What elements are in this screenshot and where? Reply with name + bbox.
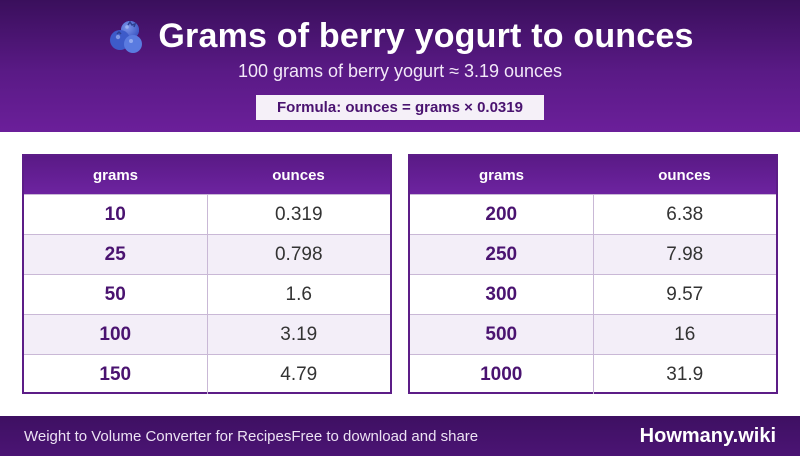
- blueberry-icon: [110, 20, 143, 53]
- table-row: 150 4.79: [24, 354, 390, 394]
- header-grams: grams: [92, 166, 139, 184]
- table-row: 250 7.98: [410, 234, 776, 274]
- grams-cell: 1000: [410, 355, 594, 394]
- ounces-cell: 6.38: [666, 203, 704, 225]
- page-title: Grams of berry yogurt to ounces: [158, 16, 694, 55]
- grams-cell: 10: [24, 195, 208, 234]
- formula-box: Formula: ounces = grams × 0.0319: [256, 95, 544, 120]
- table-row: 25 0.798: [24, 234, 390, 274]
- table-header: grams ounces: [24, 156, 390, 194]
- ounces-cell: 31.9: [666, 363, 704, 385]
- ounces-cell: 3.19: [280, 323, 318, 345]
- grams-cell: 150: [24, 355, 208, 394]
- footer-tagline: Weight to Volume Converter for RecipesFr…: [24, 427, 479, 445]
- ounces-cell: 0.798: [274, 243, 323, 265]
- ounces-cell: 9.57: [666, 283, 704, 305]
- grams-cell: 200: [410, 195, 594, 234]
- footer: Weight to Volume Converter for RecipesFr…: [0, 416, 800, 456]
- table-row: 10 0.319: [24, 194, 390, 234]
- grams-cell: 250: [410, 235, 594, 274]
- header-ounces: ounces: [272, 166, 325, 184]
- table-row: 50 1.6: [24, 274, 390, 314]
- conversion-table-left: grams ounces 10 0.319 25 0.798 50 1.6 10…: [22, 154, 392, 394]
- brand-link[interactable]: Howmany.wiki: [639, 424, 776, 447]
- table-row: 1000 31.9: [410, 354, 776, 394]
- ounces-cell: 1.6: [285, 283, 312, 305]
- table-row: 200 6.38: [410, 194, 776, 234]
- header-ounces: ounces: [658, 166, 711, 184]
- ounces-cell: 0.319: [274, 203, 323, 225]
- table-row: 300 9.57: [410, 274, 776, 314]
- conversion-table-right: grams ounces 200 6.38 250 7.98 300 9.57 …: [408, 154, 778, 394]
- subtitle: 100 grams of berry yogurt ≈ 3.19 ounces: [237, 61, 563, 81]
- grams-cell: 300: [410, 275, 594, 314]
- table-header: grams ounces: [410, 156, 776, 194]
- table-row: 500 16: [410, 314, 776, 354]
- title-row: Grams of berry yogurt to ounces: [0, 14, 800, 58]
- grams-cell: 25: [24, 235, 208, 274]
- header-grams: grams: [478, 166, 525, 184]
- ounces-cell: 16: [674, 323, 696, 345]
- ounces-cell: 7.98: [666, 243, 704, 265]
- ounces-cell: 4.79: [280, 363, 318, 385]
- header-banner: Grams of berry yogurt to ounces 100 gram…: [0, 0, 800, 132]
- grams-cell: 500: [410, 315, 594, 354]
- grams-cell: 100: [24, 315, 208, 354]
- table-row: 100 3.19: [24, 314, 390, 354]
- grams-cell: 50: [24, 275, 208, 314]
